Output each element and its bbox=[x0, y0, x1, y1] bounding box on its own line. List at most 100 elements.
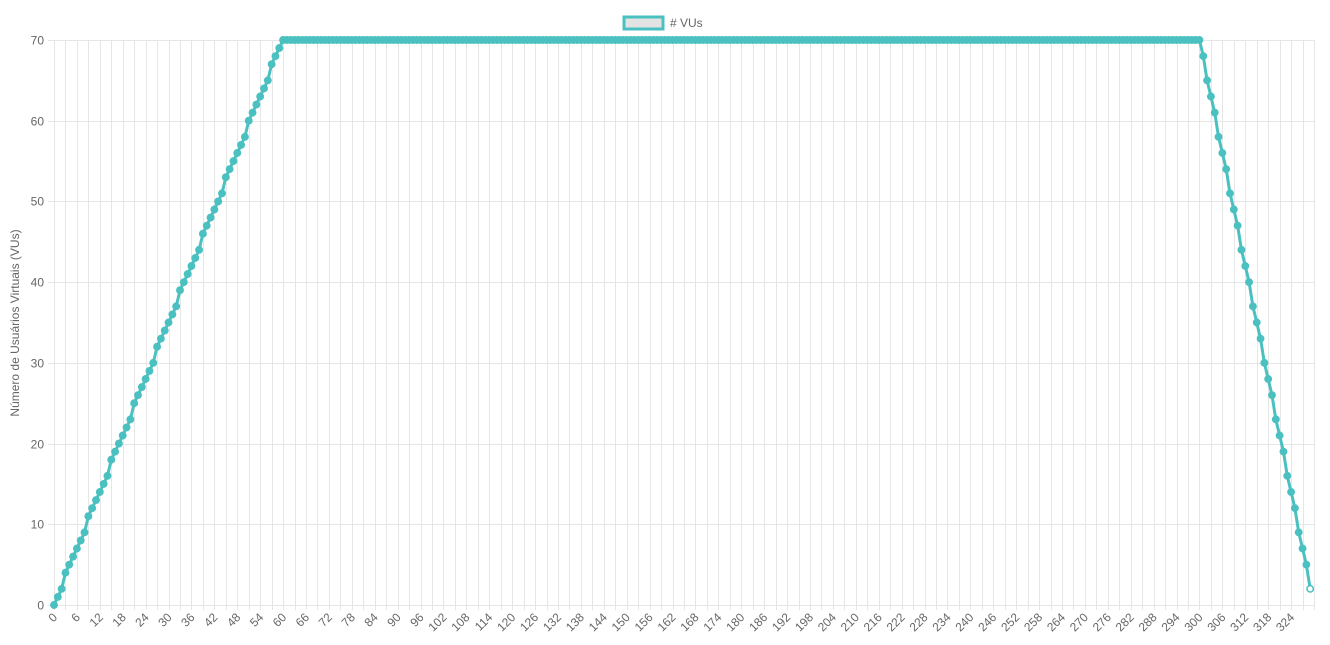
data-point[interactable] bbox=[95, 488, 104, 496]
data-point[interactable] bbox=[99, 479, 108, 488]
data-point[interactable] bbox=[168, 310, 177, 319]
data-point[interactable] bbox=[1271, 415, 1280, 424]
data-point[interactable] bbox=[210, 205, 219, 214]
data-point[interactable] bbox=[202, 221, 211, 230]
data-point[interactable] bbox=[244, 116, 253, 125]
data-point[interactable] bbox=[149, 358, 158, 367]
data-point[interactable] bbox=[65, 560, 74, 569]
data-point[interactable] bbox=[1302, 560, 1311, 569]
data-point[interactable] bbox=[1256, 334, 1265, 343]
data-point[interactable] bbox=[214, 197, 223, 206]
data-point[interactable] bbox=[1199, 52, 1208, 61]
data-point[interactable] bbox=[179, 278, 188, 287]
data-point[interactable] bbox=[275, 44, 284, 53]
data-point[interactable] bbox=[1298, 544, 1307, 553]
data-point[interactable] bbox=[187, 262, 196, 270]
data-point[interactable] bbox=[256, 92, 265, 101]
x-tick-label: 126 bbox=[517, 610, 541, 634]
data-point[interactable] bbox=[1203, 76, 1212, 85]
data-point[interactable] bbox=[84, 512, 93, 521]
data-point[interactable] bbox=[76, 536, 85, 545]
data-point[interactable] bbox=[88, 504, 97, 513]
data-point[interactable] bbox=[233, 149, 242, 157]
data-point[interactable] bbox=[1195, 36, 1204, 44]
data-point[interactable] bbox=[195, 245, 204, 254]
data-point[interactable] bbox=[50, 601, 58, 609]
data-point[interactable] bbox=[237, 140, 246, 149]
legend[interactable]: # VUs bbox=[622, 15, 703, 31]
data-point[interactable] bbox=[1294, 528, 1303, 537]
data-point[interactable] bbox=[1218, 149, 1227, 157]
data-point[interactable] bbox=[221, 173, 230, 182]
data-point[interactable] bbox=[92, 496, 100, 505]
data-point[interactable] bbox=[1268, 391, 1276, 400]
data-point[interactable] bbox=[1306, 584, 1315, 593]
data-point[interactable] bbox=[103, 471, 112, 480]
data-point[interactable] bbox=[1283, 471, 1292, 480]
legend-label[interactable]: # VUs bbox=[670, 16, 703, 30]
x-tick-label: 174 bbox=[700, 610, 724, 634]
data-point[interactable] bbox=[1248, 302, 1257, 311]
legend-swatch[interactable] bbox=[622, 15, 665, 31]
x-tick-label: 240 bbox=[952, 610, 976, 634]
data-point[interactable] bbox=[1210, 108, 1219, 117]
data-point[interactable] bbox=[1226, 189, 1234, 198]
data-point[interactable] bbox=[61, 568, 70, 577]
data-point[interactable] bbox=[1275, 431, 1284, 440]
data-point[interactable] bbox=[1229, 205, 1238, 214]
data-point[interactable] bbox=[160, 326, 169, 335]
x-tick-label: 276 bbox=[1090, 610, 1114, 634]
data-point[interactable] bbox=[176, 286, 184, 295]
data-point[interactable] bbox=[118, 431, 127, 440]
data-point[interactable] bbox=[53, 592, 62, 601]
data-point[interactable] bbox=[1214, 132, 1223, 141]
data-point[interactable] bbox=[172, 302, 181, 311]
data-point[interactable] bbox=[183, 270, 192, 279]
data-point[interactable] bbox=[1222, 165, 1231, 174]
data-point[interactable] bbox=[122, 423, 131, 432]
x-tick-label: 228 bbox=[907, 610, 931, 634]
data-point[interactable] bbox=[126, 415, 135, 424]
data-point[interactable] bbox=[1260, 358, 1269, 367]
data-point[interactable] bbox=[145, 366, 154, 375]
data-point[interactable] bbox=[267, 60, 276, 69]
data-point[interactable] bbox=[225, 165, 234, 174]
data-point[interactable] bbox=[134, 391, 142, 400]
data-point[interactable] bbox=[206, 213, 215, 222]
data-point[interactable] bbox=[107, 455, 116, 464]
data-point[interactable] bbox=[198, 229, 207, 238]
data-point[interactable] bbox=[248, 108, 257, 117]
data-point[interactable] bbox=[156, 334, 165, 343]
data-point[interactable] bbox=[130, 399, 139, 408]
data-point[interactable] bbox=[80, 528, 89, 537]
data-point[interactable] bbox=[153, 342, 162, 351]
data-point[interactable] bbox=[72, 544, 81, 553]
data-point[interactable] bbox=[1279, 447, 1288, 456]
data-point[interactable] bbox=[271, 52, 280, 61]
data-point[interactable] bbox=[1237, 245, 1246, 254]
data-point[interactable] bbox=[137, 383, 146, 392]
data-point[interactable] bbox=[263, 76, 272, 85]
data-point[interactable] bbox=[229, 157, 238, 166]
x-tick-label: 18 bbox=[110, 610, 130, 630]
data-point[interactable] bbox=[164, 318, 173, 327]
data-point[interactable] bbox=[1264, 375, 1273, 383]
data-point[interactable] bbox=[69, 552, 78, 561]
data-point[interactable] bbox=[1245, 278, 1254, 287]
data-point[interactable] bbox=[260, 84, 268, 93]
data-point[interactable] bbox=[1206, 92, 1215, 101]
data-point[interactable] bbox=[252, 100, 261, 109]
data-point[interactable] bbox=[218, 189, 226, 198]
data-point[interactable] bbox=[141, 375, 150, 383]
data-point[interactable] bbox=[114, 439, 123, 448]
data-point[interactable] bbox=[1241, 262, 1250, 270]
data-point[interactable] bbox=[57, 584, 66, 593]
data-point[interactable] bbox=[1252, 318, 1261, 327]
data-point[interactable] bbox=[1290, 504, 1299, 513]
data-point[interactable] bbox=[1233, 221, 1242, 230]
data-point[interactable] bbox=[1287, 488, 1296, 496]
data-point[interactable] bbox=[111, 447, 120, 456]
x-tick-label: 300 bbox=[1182, 610, 1206, 634]
data-point[interactable] bbox=[240, 132, 249, 141]
data-point[interactable] bbox=[191, 253, 200, 262]
